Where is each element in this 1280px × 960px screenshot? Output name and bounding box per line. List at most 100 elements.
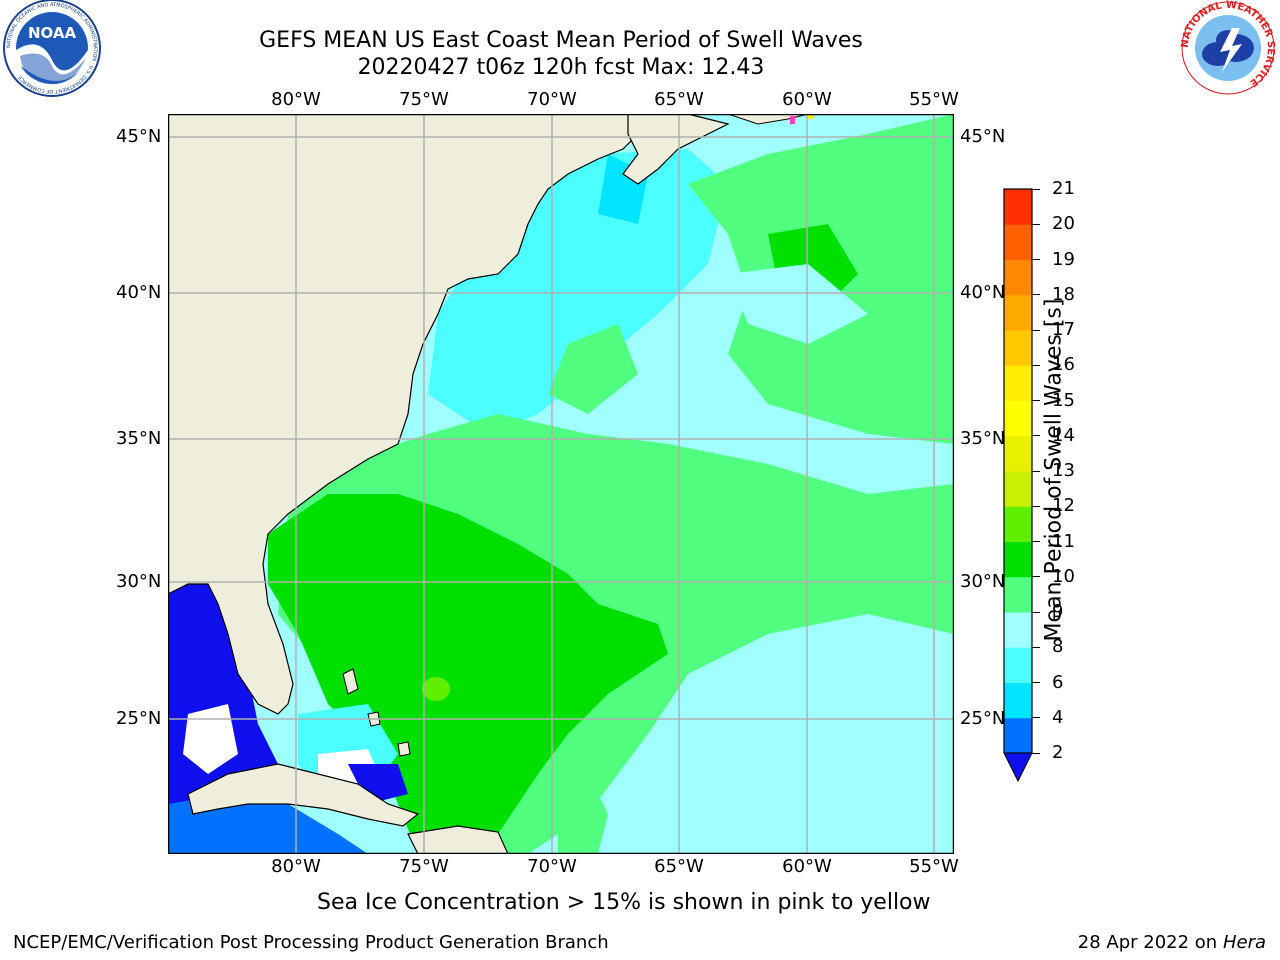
colorbar-tick-mark	[1032, 505, 1040, 507]
sea-ice-marker-b	[808, 114, 814, 119]
colorbar-tick-mark	[1032, 752, 1040, 754]
colorbar-segment	[1004, 682, 1032, 719]
land-nova-scotia	[622, 114, 730, 185]
colorbar-tick-label: 19	[1052, 248, 1075, 270]
field-9-10s-offshore-nc	[548, 324, 638, 414]
colorbar-tick-mark	[1032, 364, 1040, 366]
field-10-11s-core	[268, 494, 668, 854]
land-hispaniola	[407, 825, 509, 854]
colorbar-tick-mark	[1032, 682, 1040, 683]
colorbar-segment	[1004, 647, 1032, 683]
colorbar-segment	[1004, 471, 1032, 507]
map-frame	[168, 114, 954, 854]
lat-label-right-25n: 25°N	[960, 708, 1006, 729]
lat-label-right-40n: 40°N	[960, 282, 1006, 303]
lon-label-bottom-70w: 70°W	[527, 856, 577, 877]
colorbar-tick-mark	[1032, 188, 1040, 190]
colorbar-tick-mark	[1032, 400, 1040, 401]
colorbar-tick-label: 17	[1052, 319, 1075, 340]
footer-date-text: 28 Apr 2022 on	[1077, 932, 1223, 953]
colorbar-segment	[1004, 435, 1032, 472]
colorbar-tick-label: 9	[1052, 601, 1064, 622]
colorbar-tick-mark	[1032, 717, 1040, 719]
lon-label-top-75w: 75°W	[399, 89, 449, 110]
field-11-12s-max	[422, 677, 450, 701]
colorbar-under-arrow	[1003, 752, 1033, 783]
sea-ice-marker-a	[790, 116, 795, 124]
lon-label-top-70w: 70°W	[527, 89, 577, 110]
lon-label-bottom-60w: 60°W	[782, 856, 832, 877]
colorbar-tick-label: 8	[1052, 636, 1064, 658]
footer-date: 28 Apr 2022 on Hera	[1078, 932, 1266, 953]
land-bahamas	[342, 668, 411, 757]
colorbar-tick-mark	[1032, 470, 1040, 472]
colorbar-segment	[1004, 576, 1032, 613]
colorbar-label: Mean Period of Swell Waves [s]	[1041, 298, 1067, 642]
field-8-9s-patch-a	[728, 264, 868, 344]
colorbar-tick-label: 4	[1052, 706, 1064, 728]
colorbar-tick-mark	[1032, 329, 1040, 331]
chart-title: GEFS MEAN US East Coast Mean Period of S…	[259, 28, 863, 53]
nws-logo: NATIONAL WEATHER SERVICE	[1180, 0, 1276, 95]
chart-subtitle: 20220427 t06z 120h fcst Max: 12.43	[357, 55, 765, 80]
noaa-logo: NOAA NATIONAL OCEANIC AND ATMOSPHERIC AD…	[3, 0, 101, 97]
colorbar-tick-label: 21	[1052, 178, 1075, 199]
colorbar-segment	[1004, 506, 1032, 542]
colorbar-tick-label: 2	[1052, 742, 1064, 763]
colorbar-tick-mark	[1032, 646, 1040, 648]
colorbar-tick-label: 10	[1052, 565, 1075, 587]
colorbar-segment	[1004, 717, 1032, 754]
colorbar-tick-mark	[1032, 611, 1040, 613]
colorbar-tick-mark	[1032, 294, 1040, 296]
colorbar-tick-mark	[1032, 223, 1040, 225]
colorbar-tick-mark	[1032, 435, 1040, 437]
colorbar-segment	[1004, 400, 1032, 437]
colorbar-tick-label: 18	[1052, 283, 1075, 305]
colorbar-segment	[1004, 330, 1032, 366]
graticule	[168, 114, 954, 854]
colorbar-tick-mark	[1032, 541, 1040, 542]
colorbar-segment	[1004, 612, 1032, 648]
lat-label-left-30n: 30°N	[116, 571, 162, 592]
colorbar-segment	[1004, 189, 1032, 225]
sea-ice-caption: Sea Ice Concentration > 15% is shown in …	[317, 890, 931, 915]
colorbar-segment	[1004, 365, 1032, 401]
lat-label-left-35n: 35°N	[116, 428, 162, 449]
lat-label-left-45n: 45°N	[116, 126, 162, 147]
colorbar-tick-label: 15	[1052, 389, 1075, 411]
swell-period-map	[168, 114, 954, 854]
colorbar-tick-label: 11	[1052, 530, 1075, 552]
lon-label-bottom-80w: 80°W	[271, 856, 321, 877]
colorbar-tick-label: 12	[1052, 495, 1075, 517]
no-data-gulf	[183, 704, 238, 774]
colorbar-tick-label: 14	[1052, 424, 1075, 446]
lat-label-right-45n: 45°N	[960, 126, 1006, 147]
noaa-logo-text: NOAA	[28, 24, 77, 42]
lon-label-top-65w: 65°W	[654, 89, 704, 110]
land-cape-breton	[727, 114, 809, 125]
lon-label-top-80w: 80°W	[271, 89, 321, 110]
colorbar	[1003, 188, 1033, 783]
colorbar-tick-label: 16	[1052, 354, 1075, 376]
colorbar-tick-label: 6	[1052, 671, 1064, 693]
lon-label-bottom-65w: 65°W	[654, 856, 704, 877]
lat-label-right-35n: 35°N	[960, 428, 1006, 449]
colorbar-tick-label: 13	[1052, 460, 1075, 481]
colorbar-tick-mark	[1032, 259, 1040, 260]
colorbar-segment	[1004, 259, 1032, 296]
lon-label-top-60w: 60°W	[782, 89, 832, 110]
lat-label-right-30n: 30°N	[960, 571, 1006, 592]
lon-label-bottom-75w: 75°W	[399, 856, 449, 877]
colorbar-segment	[1004, 541, 1032, 578]
colorbar-tick-mark	[1032, 576, 1040, 578]
colorbar-segment	[1004, 224, 1032, 260]
lat-label-left-40n: 40°N	[116, 282, 162, 303]
field-8-9s-southeast	[638, 634, 954, 854]
lon-label-top-55w: 55°W	[909, 89, 959, 110]
lat-label-left-25n: 25°N	[116, 708, 162, 729]
colorbar-tick-label: 20	[1052, 213, 1075, 235]
footer-credit: NCEP/EMC/Verification Post Processing Pr…	[13, 932, 609, 953]
land-cuba	[187, 763, 420, 827]
colorbar-segment	[1004, 294, 1032, 331]
lon-label-bottom-55w: 55°W	[909, 856, 959, 877]
